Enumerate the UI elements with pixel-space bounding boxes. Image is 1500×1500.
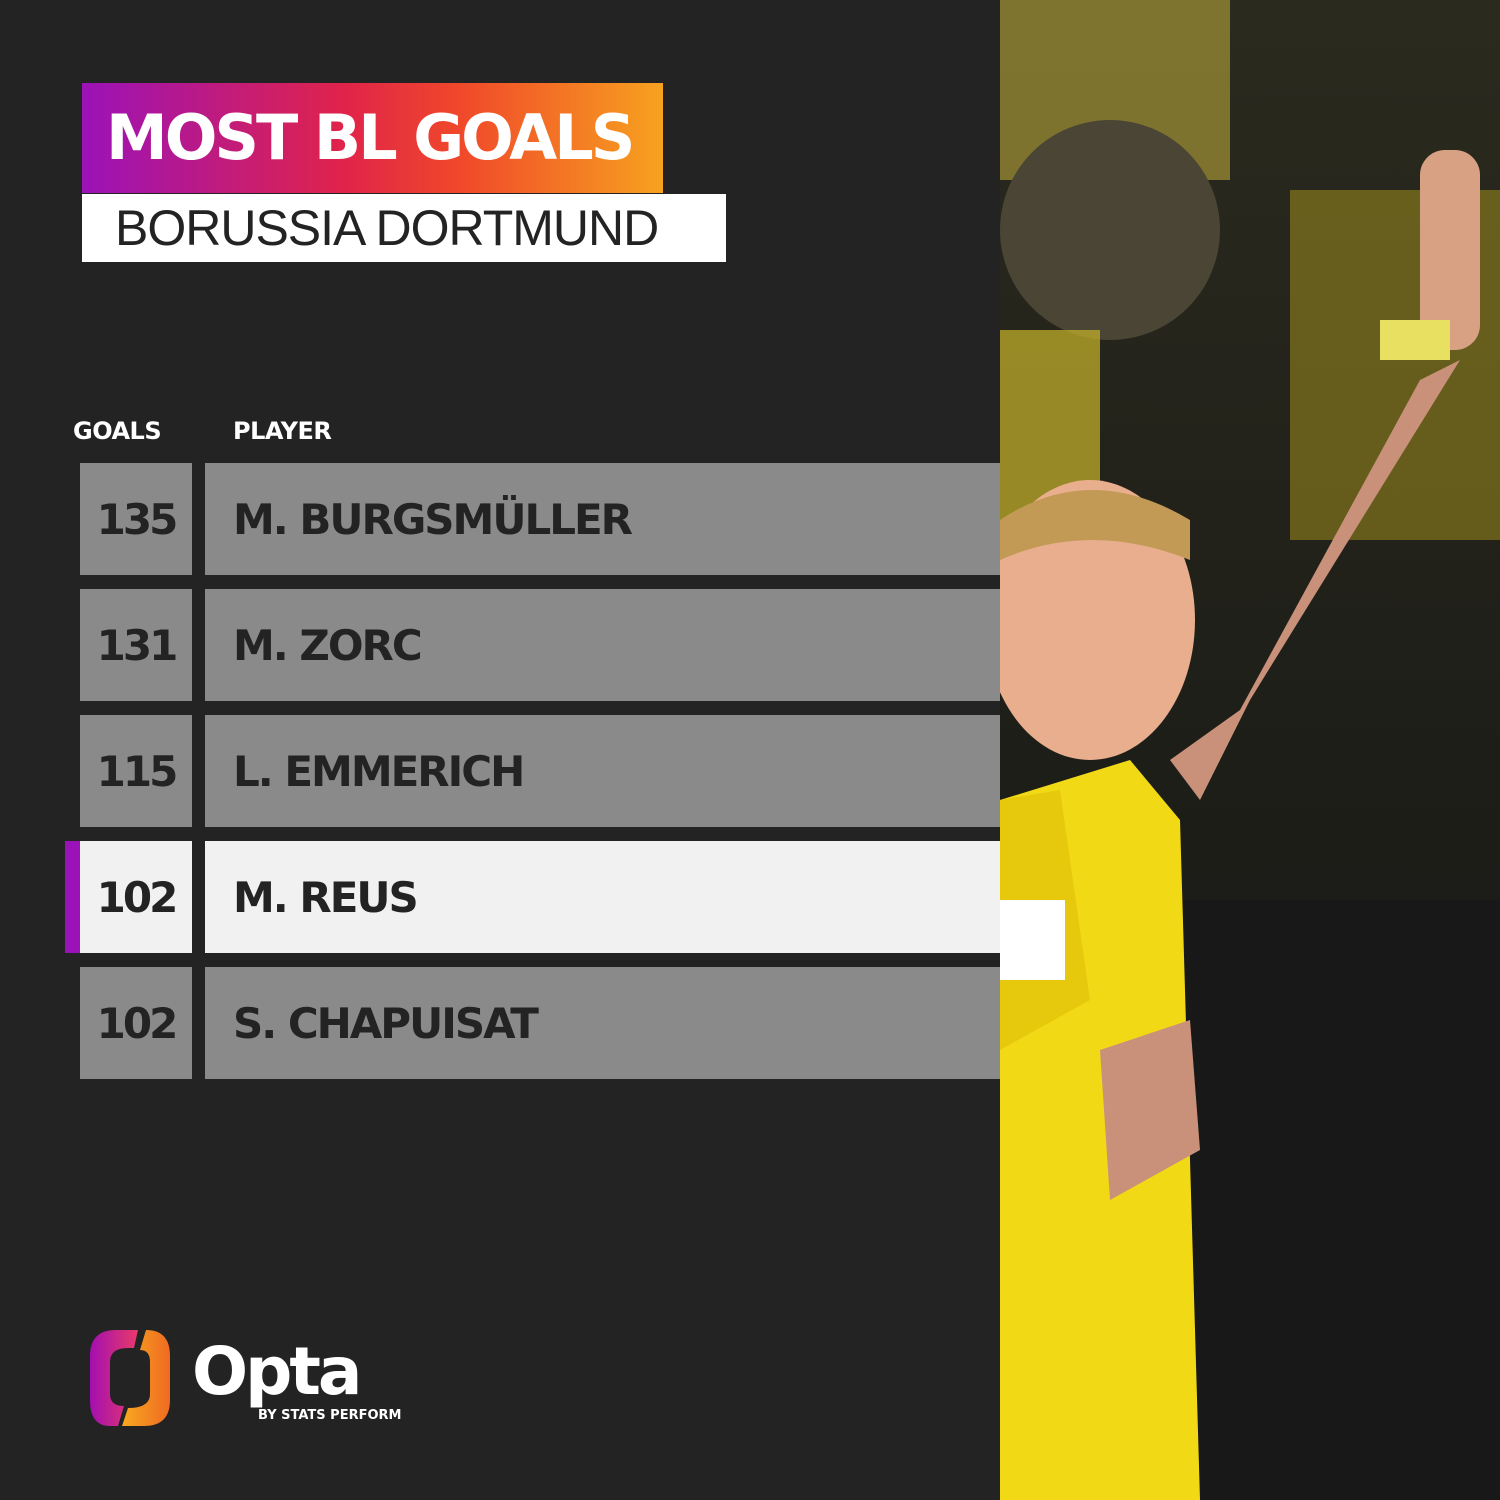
subtitle-banner: BORUSSIA DORTMUND <box>82 194 726 262</box>
goals-cell: 131 <box>80 589 192 701</box>
opta-byline: BY STATS PERFORM <box>258 1408 402 1423</box>
subtitle: BORUSSIA DORTMUND <box>115 200 659 256</box>
table-row: 102 M. REUS <box>0 841 1000 953</box>
goals-cell: 102 <box>80 841 192 953</box>
table-row: 115 L. EMMERICH <box>0 715 1000 827</box>
goals-cell: 102 <box>80 967 192 1079</box>
photo-illustration <box>1000 0 1500 1500</box>
player-cell: M. REUS <box>205 841 1000 953</box>
player-cell: M. BURGSMÜLLER <box>205 463 1000 575</box>
opta-logo-icon <box>90 1330 170 1426</box>
column-header-player: PLAYER <box>233 417 332 445</box>
table-row: 102 S. CHAPUISAT <box>0 967 1000 1079</box>
player-cell: S. CHAPUISAT <box>205 967 1000 1079</box>
highlight-bar <box>65 841 80 953</box>
goals-cell: 115 <box>80 715 192 827</box>
player-photo <box>1000 0 1500 1500</box>
title-banner: MOST BL GOALS <box>82 83 663 193</box>
goals-cell: 135 <box>80 463 192 575</box>
column-header-goals: GOALS <box>73 417 162 445</box>
table-row: 135 M. BURGSMÜLLER <box>0 463 1000 575</box>
player-cell: M. ZORC <box>205 589 1000 701</box>
table-row: 131 M. ZORC <box>0 589 1000 701</box>
title: MOST BL GOALS <box>106 101 635 174</box>
player-cell: L. EMMERICH <box>205 715 1000 827</box>
opta-wordmark: Opta <box>192 1333 362 1410</box>
